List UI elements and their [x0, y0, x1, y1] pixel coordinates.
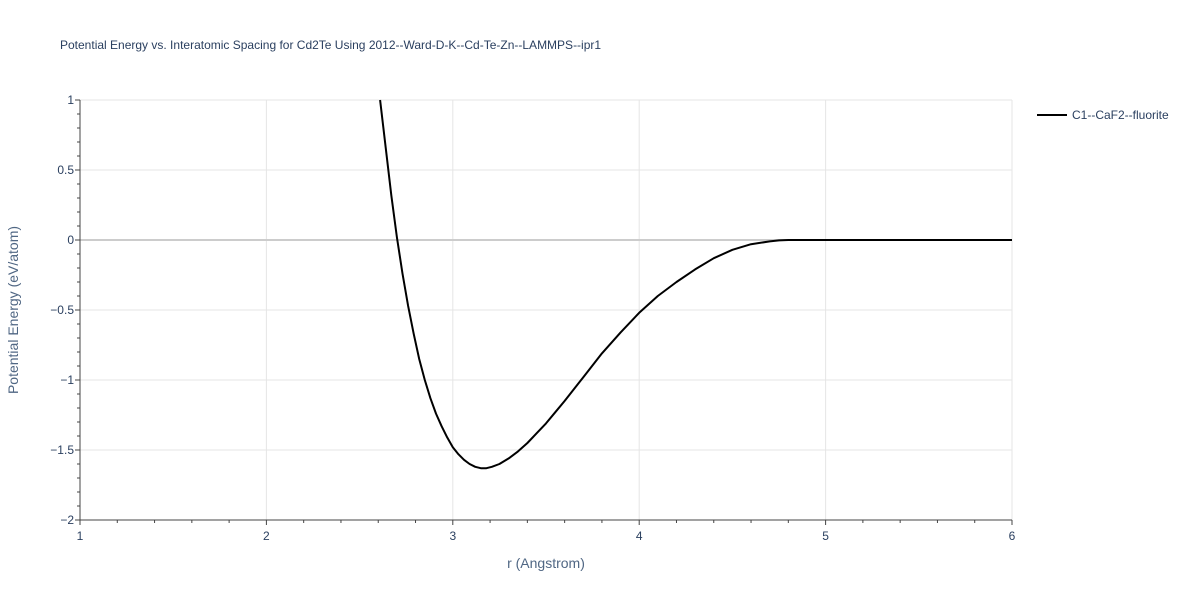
series-line	[379, 99, 1012, 470]
y-tick-label: −2	[60, 513, 74, 527]
y-tick-label: −0.5	[50, 303, 74, 317]
x-tick-label: 1	[77, 529, 84, 543]
legend-label[interactable]: C1--CaF2--fluorite	[1072, 108, 1169, 122]
y-axis-ticks: −2 −1.5 −1 −0.5 0 0.5 1	[50, 93, 80, 527]
y-tick-label: 1	[67, 93, 74, 107]
y-tick-label: −1	[60, 373, 74, 387]
gridlines	[80, 99, 1013, 520]
y-tick-label: 0	[67, 233, 74, 247]
legend[interactable]: C1--CaF2--fluorite	[1037, 108, 1169, 122]
x-tick-label: 2	[263, 529, 270, 543]
x-tick-label: 4	[636, 529, 643, 543]
series-layer	[379, 99, 1012, 470]
x-tick-label: 3	[449, 529, 456, 543]
y-axis-title: Potential Energy (eV/atom)	[5, 226, 21, 394]
x-axis-ticks: 1 2 3 4 5 6	[77, 520, 1016, 543]
y-tick-label: −1.5	[50, 443, 74, 457]
chart-title: Potential Energy vs. Interatomic Spacing…	[60, 38, 601, 52]
y-tick-label: 0.5	[57, 163, 74, 177]
x-axis-title: r (Angstrom)	[507, 555, 585, 571]
x-tick-label: 5	[822, 529, 829, 543]
x-tick-label: 6	[1009, 529, 1016, 543]
